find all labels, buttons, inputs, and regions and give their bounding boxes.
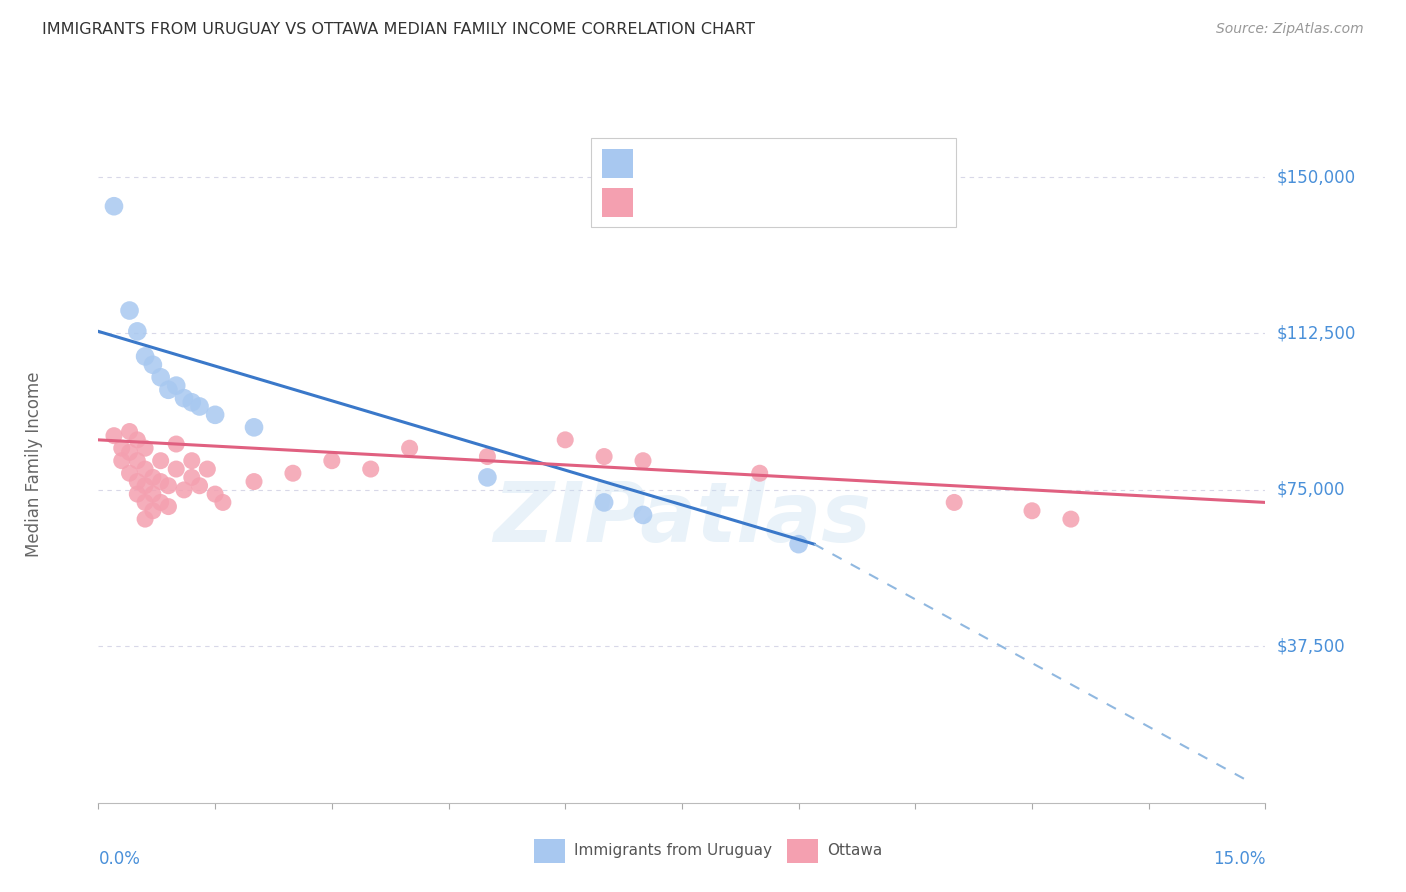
Point — [631, 508, 654, 522]
Point — [127, 487, 149, 501]
Point — [748, 467, 770, 481]
Point — [157, 479, 180, 493]
Point — [204, 487, 226, 501]
Point — [165, 378, 187, 392]
Point — [321, 453, 343, 467]
Text: $75,000: $75,000 — [1277, 481, 1346, 499]
Point — [118, 467, 141, 481]
Point — [243, 475, 266, 489]
Point — [142, 487, 165, 501]
Text: $112,500: $112,500 — [1277, 325, 1357, 343]
Point — [243, 420, 266, 434]
Point — [180, 395, 202, 409]
Point — [134, 350, 156, 364]
Point — [188, 400, 211, 414]
Point — [134, 495, 156, 509]
Point — [134, 479, 156, 493]
Point — [118, 303, 141, 318]
Text: Immigrants from Uruguay: Immigrants from Uruguay — [574, 844, 772, 858]
Point — [943, 495, 966, 509]
Point — [165, 437, 187, 451]
Point — [180, 470, 202, 484]
Text: 16: 16 — [782, 154, 803, 172]
Text: Median Family Income: Median Family Income — [25, 371, 44, 557]
Text: IMMIGRANTS FROM URUGUAY VS OTTAWA MEDIAN FAMILY INCOME CORRELATION CHART: IMMIGRANTS FROM URUGUAY VS OTTAWA MEDIAN… — [42, 22, 755, 37]
Text: ZIPatlas: ZIPatlas — [494, 477, 870, 558]
Point — [111, 453, 134, 467]
Text: Source: ZipAtlas.com: Source: ZipAtlas.com — [1216, 22, 1364, 37]
Point — [180, 453, 202, 467]
Point — [118, 425, 141, 439]
Point — [149, 453, 172, 467]
Point — [593, 495, 616, 509]
Point — [398, 441, 420, 455]
Point — [593, 450, 616, 464]
Point — [149, 370, 172, 384]
Point — [134, 512, 156, 526]
Text: 44: 44 — [782, 194, 803, 211]
Text: -0.228: -0.228 — [676, 194, 730, 211]
Point — [142, 358, 165, 372]
Point — [127, 433, 149, 447]
Point — [149, 495, 172, 509]
Point — [787, 537, 810, 551]
Point — [204, 408, 226, 422]
Point — [134, 462, 156, 476]
Text: -0.670: -0.670 — [676, 154, 730, 172]
Point — [554, 433, 576, 447]
Point — [173, 483, 195, 497]
Point — [1060, 512, 1083, 526]
Text: 0.0%: 0.0% — [98, 850, 141, 868]
Point — [631, 453, 654, 467]
Text: R =: R = — [644, 194, 681, 211]
Point — [188, 479, 211, 493]
Text: R =: R = — [644, 154, 681, 172]
Point — [103, 428, 125, 442]
Point — [1021, 504, 1043, 518]
Point — [127, 325, 149, 339]
Point — [477, 450, 499, 464]
Text: N =: N = — [749, 194, 786, 211]
Point — [142, 504, 165, 518]
Text: Ottawa: Ottawa — [827, 844, 882, 858]
Text: $37,500: $37,500 — [1277, 638, 1346, 656]
Point — [157, 383, 180, 397]
Point — [127, 475, 149, 489]
Point — [111, 441, 134, 455]
Point — [212, 495, 235, 509]
Point — [127, 453, 149, 467]
Text: N =: N = — [749, 154, 786, 172]
Point — [195, 462, 218, 476]
Point — [157, 500, 180, 514]
Point — [477, 470, 499, 484]
Point — [142, 470, 165, 484]
Text: 15.0%: 15.0% — [1213, 850, 1265, 868]
Point — [165, 462, 187, 476]
Point — [118, 445, 141, 459]
Text: $150,000: $150,000 — [1277, 168, 1357, 186]
Point — [103, 199, 125, 213]
Point — [149, 475, 172, 489]
Point — [134, 441, 156, 455]
Point — [360, 462, 382, 476]
Point — [281, 467, 304, 481]
Point — [173, 391, 195, 405]
